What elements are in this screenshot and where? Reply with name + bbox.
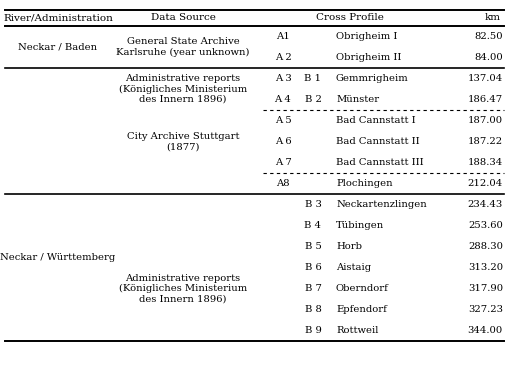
Text: Cross Profile: Cross Profile [316, 14, 383, 22]
Text: B 8: B 8 [304, 305, 322, 314]
Text: Plochingen: Plochingen [336, 179, 392, 188]
Text: km: km [485, 14, 501, 22]
Text: Bad Cannstatt I: Bad Cannstatt I [336, 116, 416, 125]
Text: B 9: B 9 [304, 326, 322, 335]
Text: Neckar / Württemberg: Neckar / Württemberg [1, 253, 116, 261]
Text: Horb: Horb [336, 242, 362, 251]
Text: A 2: A 2 [275, 53, 291, 62]
Text: Aistaig: Aistaig [336, 263, 371, 272]
Text: 82.50: 82.50 [474, 32, 503, 41]
Text: Administrative reports
(Königliches Ministerium
des Innern 1896): Administrative reports (Königliches Mini… [119, 273, 247, 303]
Text: A8: A8 [276, 179, 290, 188]
Text: 212.04: 212.04 [468, 179, 503, 188]
Text: A 5: A 5 [275, 116, 291, 125]
Text: Data Source: Data Source [151, 14, 215, 22]
Text: B 2: B 2 [304, 95, 322, 104]
Text: 313.20: 313.20 [468, 263, 503, 272]
Text: Obrigheim I: Obrigheim I [336, 32, 398, 41]
Text: 188.34: 188.34 [468, 158, 503, 167]
Text: General State Archive
Karlsruhe (year unknown): General State Archive Karlsruhe (year un… [116, 37, 250, 57]
Text: B 7: B 7 [304, 284, 322, 293]
Text: Oberndorf: Oberndorf [336, 284, 389, 293]
Text: 137.04: 137.04 [468, 74, 503, 83]
Text: Bad Cannstatt III: Bad Cannstatt III [336, 158, 423, 167]
Text: Münster: Münster [336, 95, 379, 104]
Text: 253.60: 253.60 [468, 221, 503, 230]
Text: A 3: A 3 [275, 74, 291, 83]
Text: City Archive Stuttgart
(1877): City Archive Stuttgart (1877) [127, 132, 239, 151]
Text: Obrigheim II: Obrigheim II [336, 53, 402, 62]
Text: 84.00: 84.00 [474, 53, 503, 62]
Text: A 4: A 4 [274, 95, 292, 104]
Text: A1: A1 [276, 32, 290, 41]
Text: 344.00: 344.00 [468, 326, 503, 335]
Text: B 6: B 6 [304, 263, 321, 272]
Text: 234.43: 234.43 [468, 200, 503, 209]
Text: 317.90: 317.90 [468, 284, 503, 293]
Text: Administrative reports
(Königliches Ministerium
des Innern 1896): Administrative reports (Königliches Mini… [119, 74, 247, 104]
Text: Bad Cannstatt II: Bad Cannstatt II [336, 137, 419, 146]
Text: 187.00: 187.00 [468, 116, 503, 125]
Text: 288.30: 288.30 [468, 242, 503, 251]
Text: 187.22: 187.22 [468, 137, 503, 146]
Text: Rottweil: Rottweil [336, 326, 378, 335]
Text: B 3: B 3 [304, 200, 322, 209]
Text: Neckar / Baden: Neckar / Baden [18, 42, 98, 52]
Text: B 4: B 4 [304, 221, 322, 230]
Text: 327.23: 327.23 [468, 305, 503, 314]
Text: B 5: B 5 [304, 242, 322, 251]
Text: Neckartenzlingen: Neckartenzlingen [336, 200, 427, 209]
Text: Gemmrigheim: Gemmrigheim [336, 74, 409, 83]
Text: 186.47: 186.47 [468, 95, 503, 104]
Text: A 7: A 7 [275, 158, 291, 167]
Text: River/Administration: River/Administration [3, 14, 113, 22]
Text: B 1: B 1 [304, 74, 322, 83]
Text: A 6: A 6 [275, 137, 291, 146]
Text: Epfendorf: Epfendorf [336, 305, 387, 314]
Text: Tübingen: Tübingen [336, 221, 384, 230]
